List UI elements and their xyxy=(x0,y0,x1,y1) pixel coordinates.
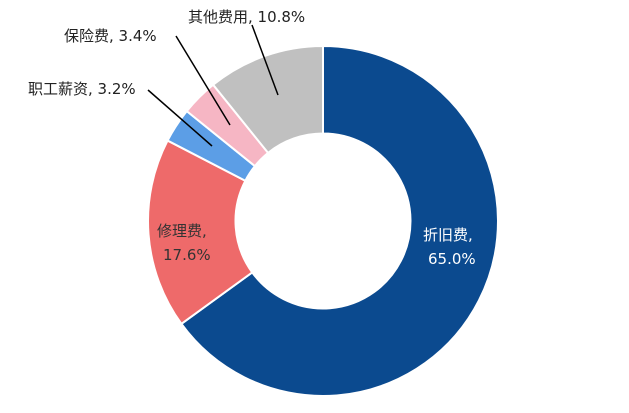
leader-line-other xyxy=(251,24,279,96)
slice-1 xyxy=(147,139,254,326)
label-depreciation-pct: 65.0% xyxy=(428,250,476,268)
label-depreciation-name: 折旧费, xyxy=(423,226,473,244)
slice-4 xyxy=(211,44,324,155)
slices-group xyxy=(147,44,499,397)
leader-line-staff xyxy=(147,89,213,147)
slice-0 xyxy=(180,44,499,397)
label-repair-name: 修理费, xyxy=(157,222,207,240)
leader-line-insurance xyxy=(175,35,231,126)
label-insurance: 保险费, 3.4% xyxy=(64,27,157,45)
label-staff-wages: 职工薪资, 3.2% xyxy=(28,80,136,98)
label-other-costs: 其他费用, 10.8% xyxy=(188,8,305,26)
label-repair-pct: 17.6% xyxy=(163,246,211,264)
